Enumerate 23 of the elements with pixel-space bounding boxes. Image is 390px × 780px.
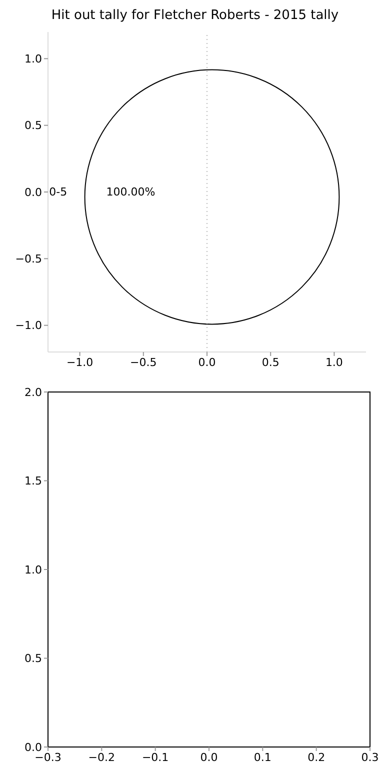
x-tick-label: 0.0 [200, 750, 218, 764]
x-tick-label: −0.2 [88, 750, 116, 764]
slice-label: 0-5 [49, 186, 68, 198]
y-tick-label: −0.5 [15, 252, 42, 266]
y-tick-label: 0.5 [24, 119, 42, 132]
y-tick-label: 1.0 [24, 563, 42, 576]
x-tick-label: 0.0 [198, 356, 216, 369]
x-tick-label: −0.5 [130, 356, 157, 369]
x-tick-label: 0.1 [254, 750, 272, 764]
chart-title: Hit out tally for Fletcher Roberts - 2015 tally [50, 8, 340, 25]
y-tick-label: 1.5 [24, 474, 42, 488]
y-tick-label: 0.5 [24, 652, 42, 666]
x-tick-label: −0.1 [142, 750, 169, 764]
x-tick-label: 0.5 [262, 356, 280, 369]
y-tick-label: 1.0 [24, 52, 42, 66]
y-tick-label: 2.0 [24, 386, 42, 399]
data-label: 100.00% [106, 186, 156, 198]
x-tick-label: 0.2 [308, 750, 326, 764]
x-tick-label: 1.0 [325, 356, 343, 369]
y-tick-label: 0.0 [24, 186, 42, 199]
y-tick-label: −1.0 [15, 319, 42, 332]
x-tick-label: −1.0 [66, 356, 94, 369]
x-tick-label: 0.3 [361, 750, 379, 764]
